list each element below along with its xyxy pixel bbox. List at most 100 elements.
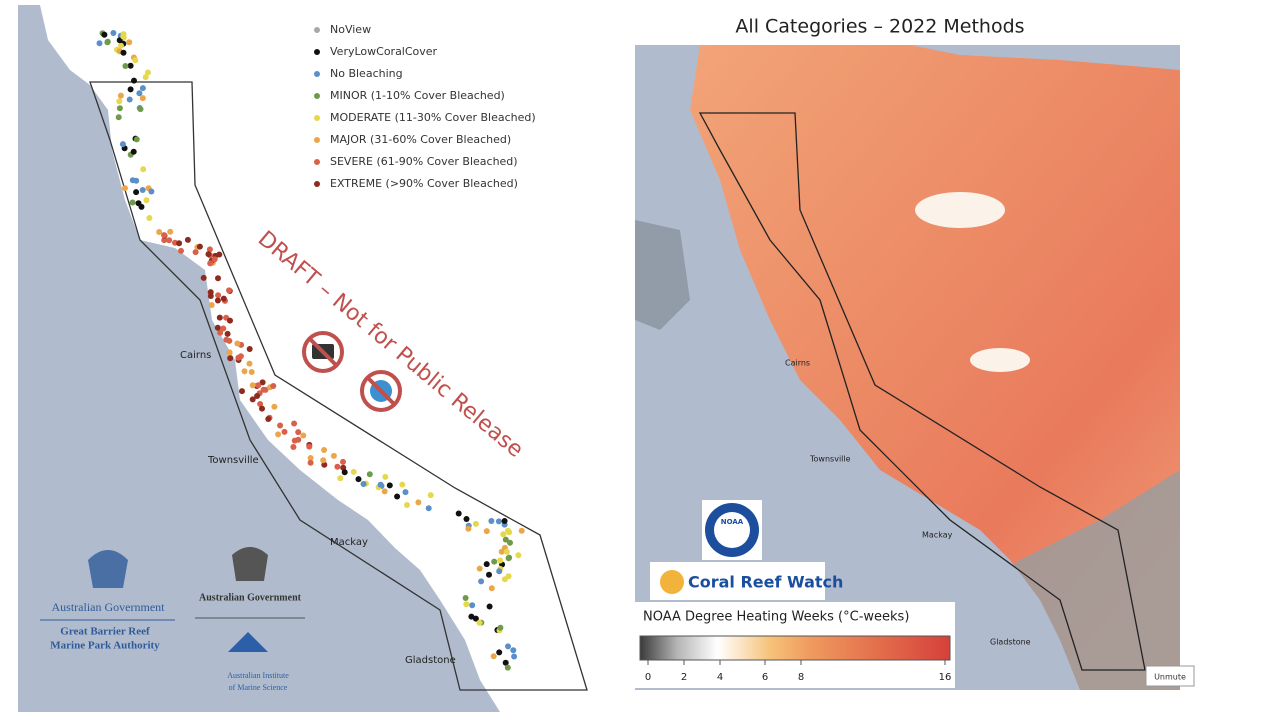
no-camera-icon bbox=[302, 331, 344, 373]
reef-site bbox=[270, 383, 277, 389]
reef-site bbox=[196, 243, 203, 250]
reef-site bbox=[143, 197, 150, 204]
map-title: All Categories – 2022 Methods bbox=[735, 16, 1024, 38]
reef-site bbox=[307, 455, 314, 461]
reef-site bbox=[140, 166, 147, 173]
legend-label: SEVERE (61-90% Cover Bleached) bbox=[330, 155, 518, 168]
reef-site bbox=[215, 292, 222, 299]
legend-swatch bbox=[314, 49, 320, 55]
legend-swatch bbox=[314, 93, 320, 99]
reef-site bbox=[350, 468, 357, 475]
reef-site bbox=[277, 422, 284, 429]
reef-site bbox=[122, 185, 128, 192]
reef-site bbox=[248, 369, 255, 375]
reef-site bbox=[227, 355, 234, 362]
reef-site bbox=[139, 85, 146, 92]
reef-site bbox=[366, 471, 373, 478]
reef-site bbox=[404, 502, 410, 508]
town-label: Mackay bbox=[922, 531, 953, 540]
reef-site bbox=[220, 325, 227, 332]
colorbar-tick-label: 4 bbox=[717, 672, 723, 683]
logo-text: Australian Government bbox=[199, 592, 302, 603]
reef-site bbox=[192, 249, 199, 256]
reef-site bbox=[127, 62, 134, 69]
reef-site bbox=[265, 416, 272, 422]
town-label: Cairns bbox=[785, 359, 810, 368]
legend-label: NoView bbox=[330, 23, 371, 36]
legend-swatch bbox=[314, 115, 320, 121]
reef-site bbox=[246, 360, 253, 367]
reef-site bbox=[211, 256, 218, 263]
reef-site bbox=[355, 476, 362, 483]
reef-site bbox=[214, 324, 221, 331]
reef-site bbox=[104, 39, 111, 46]
reef-site bbox=[122, 63, 129, 69]
reef-site bbox=[137, 106, 144, 113]
reef-site bbox=[495, 518, 502, 525]
reef-site bbox=[119, 141, 126, 148]
park-boundary bbox=[698, 112, 1146, 671]
cool-patch bbox=[970, 348, 1030, 372]
town-label: Townsville bbox=[809, 455, 851, 464]
reef-site bbox=[126, 39, 133, 46]
reef-site bbox=[510, 647, 517, 654]
colorbar bbox=[639, 635, 951, 661]
reef-site bbox=[291, 420, 298, 427]
reef-site bbox=[497, 557, 504, 564]
logo-text: Australian Institute bbox=[227, 671, 289, 680]
reef-site bbox=[132, 57, 139, 64]
reef-site bbox=[496, 568, 503, 575]
unmute-label[interactable]: Unmute bbox=[1154, 673, 1186, 682]
reef-site bbox=[425, 505, 432, 512]
crw-logo: Coral Reef Watch bbox=[650, 562, 843, 600]
reef-site bbox=[133, 177, 140, 184]
reef-site bbox=[216, 314, 223, 321]
reef-site bbox=[360, 481, 367, 487]
reef-site bbox=[116, 98, 123, 105]
reef-site bbox=[496, 649, 503, 656]
logo-text: Coral Reef Watch bbox=[688, 573, 843, 592]
reef-site bbox=[275, 431, 282, 438]
colorbar-tick-label: 0 bbox=[645, 672, 651, 683]
reef-site bbox=[249, 396, 256, 403]
reef-site bbox=[234, 340, 241, 347]
reef-site bbox=[148, 188, 155, 195]
colorbar-tick-label: 2 bbox=[681, 672, 687, 683]
reef-site bbox=[271, 403, 278, 410]
reef-site bbox=[117, 92, 124, 99]
reef-site bbox=[214, 297, 221, 304]
reef-site bbox=[237, 353, 244, 360]
reef-site bbox=[394, 493, 401, 500]
reef-site bbox=[415, 499, 422, 506]
reef-site bbox=[486, 603, 493, 610]
legend-swatch bbox=[314, 159, 320, 165]
reef-site bbox=[200, 274, 207, 281]
legend-swatch bbox=[314, 181, 320, 187]
reef-site bbox=[515, 552, 522, 559]
reef-site bbox=[486, 571, 492, 578]
town-label: Gladstone bbox=[990, 638, 1031, 647]
reef-site bbox=[488, 518, 495, 524]
legend-label: MODERATE (11-30% Cover Bleached) bbox=[330, 111, 536, 124]
reef-site bbox=[96, 40, 103, 47]
reef-site bbox=[491, 558, 498, 565]
reef-site bbox=[142, 74, 149, 81]
logo-text: Great Barrier Reef bbox=[60, 626, 150, 638]
colorbar-title: NOAA Degree Heating Weeks (°C-weeks) bbox=[643, 610, 909, 625]
reef-site bbox=[497, 624, 504, 631]
reef-site bbox=[227, 317, 233, 324]
unmute-button[interactable]: Unmute bbox=[1145, 665, 1195, 687]
reef-site bbox=[334, 463, 341, 470]
reef-site bbox=[208, 302, 215, 308]
logo-text: Australian Government bbox=[52, 600, 166, 614]
reef-site bbox=[518, 527, 525, 534]
unmute-box[interactable] bbox=[1145, 665, 1195, 687]
reef-site bbox=[118, 42, 124, 49]
reef-site bbox=[184, 236, 191, 243]
reef-site bbox=[133, 189, 140, 196]
reef-site bbox=[120, 33, 127, 40]
reef-site bbox=[139, 95, 146, 102]
reef-site bbox=[226, 349, 233, 356]
